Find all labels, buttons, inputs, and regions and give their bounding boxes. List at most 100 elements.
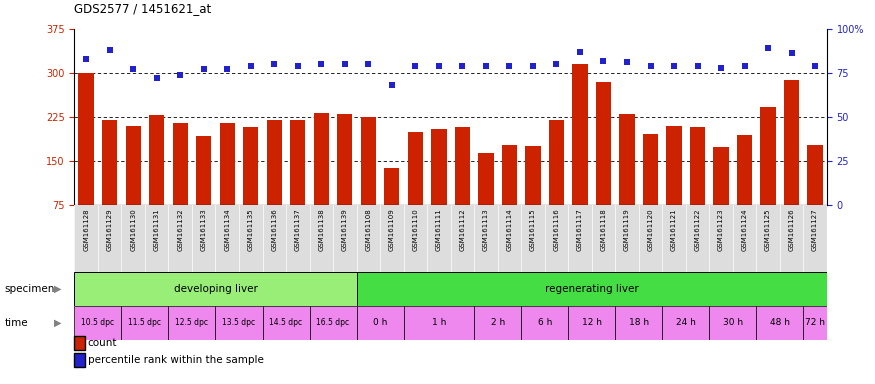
- Text: GSM161112: GSM161112: [459, 209, 466, 251]
- Text: GSM161114: GSM161114: [507, 209, 513, 251]
- Text: 72 h: 72 h: [805, 318, 825, 328]
- Bar: [760, 107, 776, 205]
- Text: GSM161125: GSM161125: [765, 209, 771, 251]
- Text: GSM161121: GSM161121: [671, 209, 677, 251]
- Bar: [145, 205, 168, 272]
- Bar: [215, 306, 262, 340]
- Bar: [333, 205, 357, 272]
- Point: [385, 82, 399, 88]
- Point: [738, 63, 752, 69]
- Text: regenerating liver: regenerating liver: [545, 284, 639, 294]
- Bar: [713, 147, 729, 205]
- Bar: [803, 306, 827, 340]
- Point: [126, 66, 140, 73]
- Bar: [79, 73, 94, 205]
- Text: 48 h: 48 h: [770, 318, 790, 328]
- Text: 24 h: 24 h: [676, 318, 696, 328]
- Point: [667, 63, 681, 69]
- Text: GSM161120: GSM161120: [648, 209, 654, 251]
- Text: GSM161129: GSM161129: [107, 209, 113, 251]
- Text: GSM161113: GSM161113: [483, 209, 489, 251]
- Point: [550, 61, 564, 67]
- Point: [409, 63, 423, 69]
- Bar: [172, 123, 188, 205]
- Text: 2 h: 2 h: [491, 318, 505, 328]
- Bar: [733, 205, 756, 272]
- Bar: [780, 205, 803, 272]
- Bar: [525, 146, 541, 205]
- Bar: [267, 120, 282, 205]
- Bar: [501, 144, 517, 205]
- Bar: [243, 127, 258, 205]
- Bar: [427, 205, 451, 272]
- Bar: [568, 306, 615, 340]
- Text: GSM161139: GSM161139: [342, 209, 347, 251]
- Bar: [357, 272, 827, 306]
- Point: [361, 61, 375, 67]
- Text: GSM161110: GSM161110: [412, 209, 418, 251]
- Bar: [122, 205, 145, 272]
- Bar: [639, 205, 662, 272]
- Text: ▶: ▶: [53, 284, 61, 294]
- Point: [244, 63, 258, 69]
- Text: GSM161126: GSM161126: [788, 209, 794, 251]
- Bar: [313, 113, 329, 205]
- Point: [338, 61, 352, 67]
- Bar: [380, 205, 403, 272]
- Text: 18 h: 18 h: [628, 318, 649, 328]
- Bar: [474, 306, 522, 340]
- Text: GSM161130: GSM161130: [130, 209, 136, 251]
- Text: 12 h: 12 h: [582, 318, 602, 328]
- Bar: [808, 144, 822, 205]
- Bar: [643, 134, 658, 205]
- Bar: [568, 205, 592, 272]
- Bar: [74, 306, 122, 340]
- Bar: [592, 205, 615, 272]
- Text: count: count: [88, 338, 117, 348]
- Text: GSM161138: GSM161138: [318, 209, 325, 251]
- Bar: [239, 205, 262, 272]
- Text: 6 h: 6 h: [537, 318, 552, 328]
- Bar: [384, 168, 400, 205]
- Bar: [710, 205, 733, 272]
- Text: GSM161124: GSM161124: [742, 209, 747, 251]
- Text: GSM161109: GSM161109: [388, 209, 395, 251]
- Text: 14.5 dpc: 14.5 dpc: [270, 318, 303, 328]
- Bar: [756, 306, 803, 340]
- Text: GSM161119: GSM161119: [624, 209, 630, 251]
- Bar: [408, 132, 423, 205]
- Text: 1 h: 1 h: [431, 318, 446, 328]
- Bar: [122, 306, 168, 340]
- Bar: [620, 114, 634, 205]
- Bar: [549, 120, 564, 205]
- Text: GSM161135: GSM161135: [248, 209, 254, 251]
- Text: GSM161132: GSM161132: [178, 209, 183, 251]
- Bar: [498, 205, 522, 272]
- Bar: [737, 134, 752, 205]
- Bar: [756, 205, 780, 272]
- Bar: [102, 120, 117, 205]
- Text: GSM161131: GSM161131: [154, 209, 159, 251]
- Bar: [357, 306, 403, 340]
- Bar: [710, 306, 756, 340]
- Text: GDS2577 / 1451621_at: GDS2577 / 1451621_at: [74, 2, 212, 15]
- Text: GSM161133: GSM161133: [200, 209, 206, 251]
- Text: 12.5 dpc: 12.5 dpc: [176, 318, 208, 328]
- Bar: [310, 306, 357, 340]
- Text: 30 h: 30 h: [723, 318, 743, 328]
- Bar: [290, 120, 305, 205]
- Text: developing liver: developing liver: [173, 284, 257, 294]
- Bar: [403, 306, 474, 340]
- Point: [79, 56, 93, 62]
- Text: 0 h: 0 h: [373, 318, 388, 328]
- Point: [502, 63, 516, 69]
- Bar: [784, 80, 799, 205]
- Bar: [149, 115, 164, 205]
- Point: [597, 58, 611, 64]
- Bar: [662, 205, 686, 272]
- Point: [197, 66, 211, 73]
- Bar: [615, 306, 662, 340]
- Text: GSM161117: GSM161117: [577, 209, 583, 251]
- Point: [573, 49, 587, 55]
- Bar: [337, 114, 353, 205]
